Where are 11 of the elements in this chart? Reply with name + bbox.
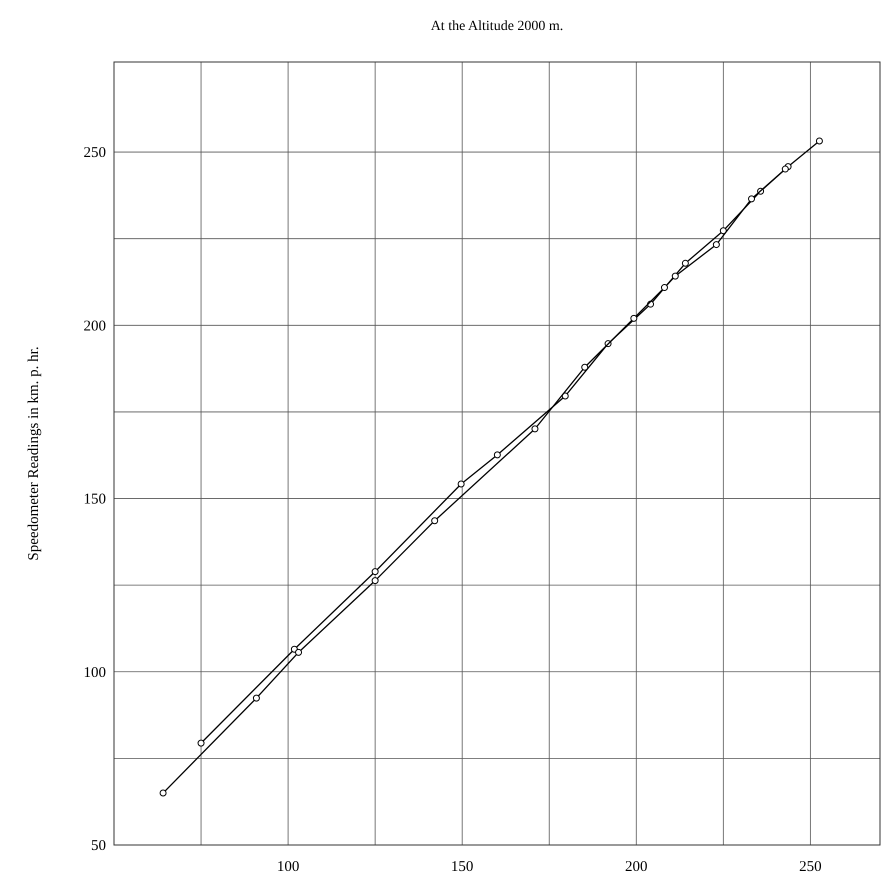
y-tick-label: 50 bbox=[91, 838, 106, 854]
chart-title: At the Altitude 2000 m. bbox=[430, 19, 564, 34]
x-tick-label: 150 bbox=[450, 859, 474, 875]
y-tick-label: 200 bbox=[84, 318, 106, 334]
x-tick-label: 100 bbox=[276, 859, 300, 875]
x-tick-label: 250 bbox=[799, 859, 822, 875]
y-tick-label: 100 bbox=[84, 664, 106, 681]
y-axis-title: Speedometer Readings in km. p. hr. bbox=[26, 346, 42, 561]
x-tick-label: 200 bbox=[625, 859, 648, 875]
y-tick-label: 250 bbox=[84, 145, 106, 162]
y-tick-label: 150 bbox=[84, 492, 106, 508]
